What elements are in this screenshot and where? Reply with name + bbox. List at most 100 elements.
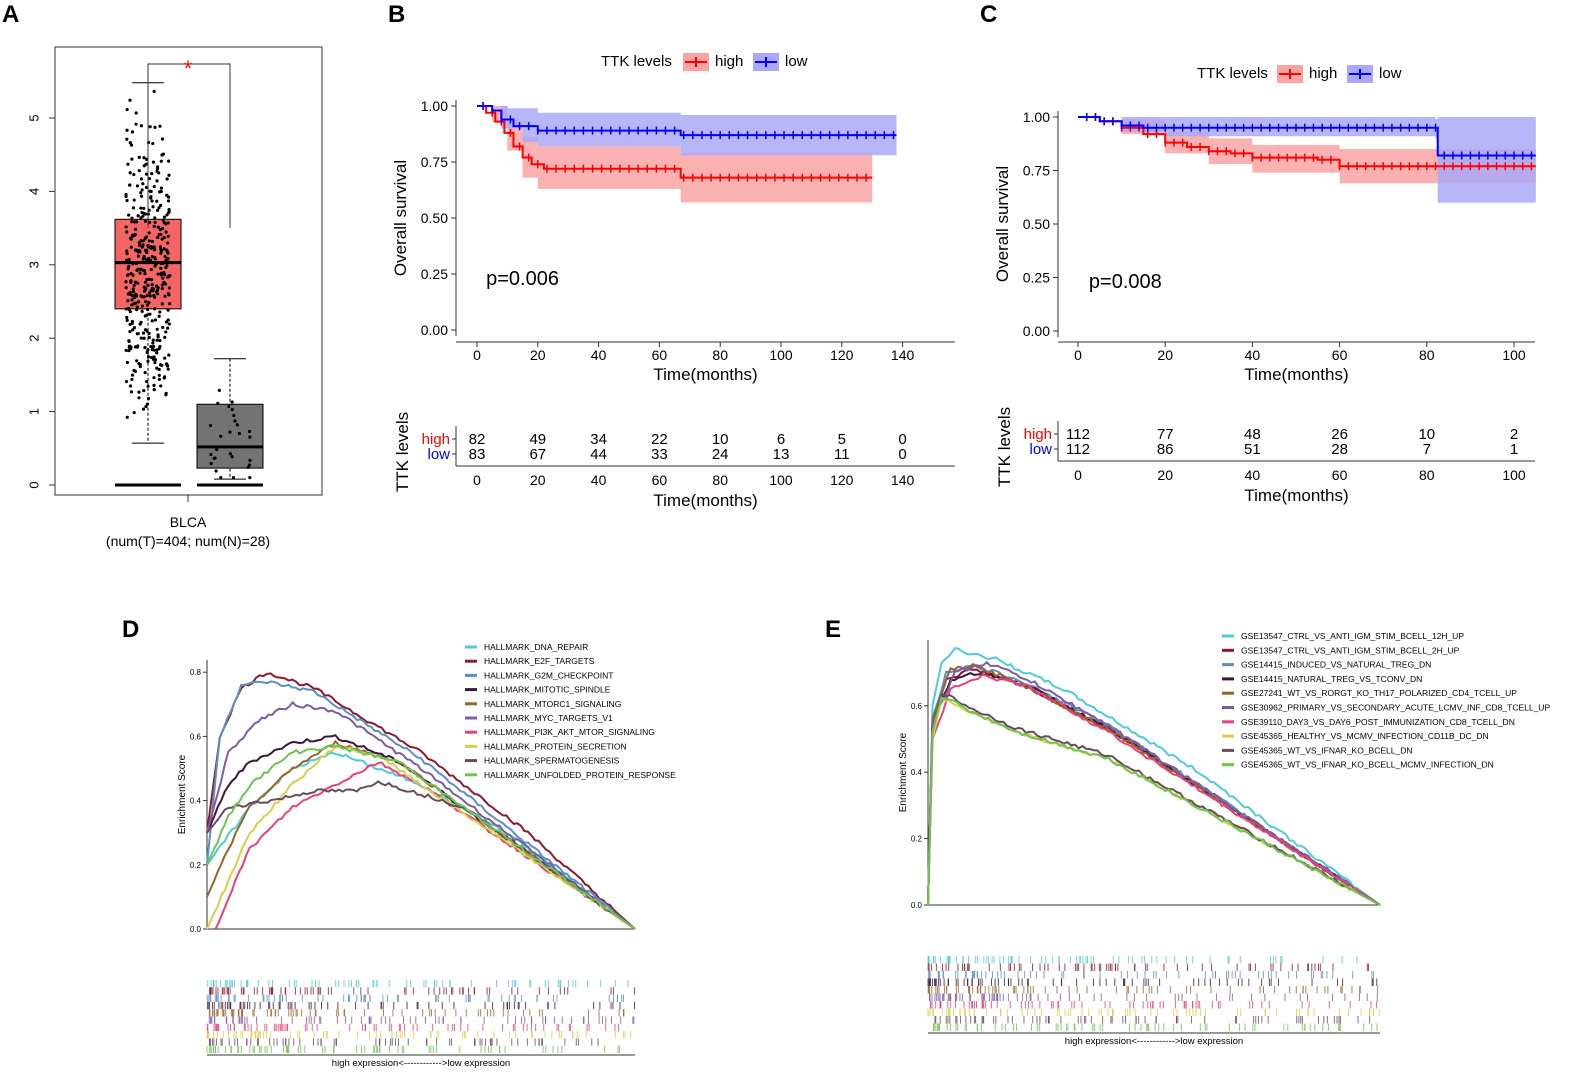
data-point xyxy=(230,400,234,404)
data-point xyxy=(214,469,218,473)
box-N xyxy=(196,403,264,469)
data-point xyxy=(140,309,144,313)
panel-label-d: D xyxy=(122,616,139,643)
x-category-label: BLCA xyxy=(170,514,207,530)
data-point xyxy=(140,304,144,308)
data-point xyxy=(129,279,133,283)
data-point xyxy=(148,125,152,129)
data-point xyxy=(125,107,129,112)
data-point xyxy=(134,111,138,115)
data-point xyxy=(140,188,144,192)
data-point xyxy=(147,239,151,243)
data-point xyxy=(153,125,157,129)
data-point xyxy=(158,363,163,367)
data-point xyxy=(144,162,148,166)
data-point xyxy=(216,401,220,405)
data-point xyxy=(127,306,131,311)
risk-count: 0 xyxy=(898,431,906,448)
data-point xyxy=(150,172,154,176)
data-point xyxy=(166,241,170,245)
survival-curve-low xyxy=(1078,116,1536,157)
data-point xyxy=(126,162,130,166)
data-point xyxy=(139,239,143,243)
data-point xyxy=(248,476,252,480)
data-point xyxy=(131,328,135,332)
risk-x-tick-label: 80 xyxy=(712,472,728,488)
x-axis-label: Time(months) xyxy=(653,365,757,384)
data-point xyxy=(145,350,149,354)
data-point xyxy=(155,348,159,352)
panel-e-gsea: 0.0 0.2 0.4 0.6 Enrichment Score GSE13547_CTR… xyxy=(898,631,1550,1047)
data-point xyxy=(163,356,167,360)
data-point xyxy=(146,355,151,359)
data-point xyxy=(134,122,138,126)
y-axis-label: Enrichment Score xyxy=(177,754,188,834)
data-point xyxy=(143,345,147,350)
data-point xyxy=(132,368,136,373)
panel-c-survival: TTK levels high low0.000.250.500.751.00Ove… xyxy=(993,65,1536,505)
panel-label-b: B xyxy=(388,1,405,28)
legend-title: TTK levels xyxy=(601,53,672,70)
x-axis-label: high expression<------------>low express… xyxy=(1065,1036,1243,1047)
data-point xyxy=(217,388,221,393)
significance-bracket xyxy=(147,63,231,228)
data-point xyxy=(146,283,150,288)
risk-count: 77 xyxy=(1157,426,1174,443)
data-point xyxy=(146,243,150,248)
data-point xyxy=(219,476,223,480)
data-point xyxy=(151,341,155,345)
data-point xyxy=(125,230,129,234)
data-point xyxy=(208,423,213,428)
data-point xyxy=(143,288,147,293)
data-point xyxy=(146,307,150,312)
data-point xyxy=(144,185,149,190)
risk-row-label-low: low xyxy=(427,446,450,463)
ci-band-low xyxy=(477,106,897,156)
es-curve xyxy=(927,696,1381,906)
data-point xyxy=(147,231,151,235)
x-tick-label: 40 xyxy=(591,347,607,363)
x-tick-label: 140 xyxy=(891,347,915,363)
data-point xyxy=(137,396,141,400)
data-point xyxy=(161,218,165,222)
data-point xyxy=(149,189,153,194)
data-point xyxy=(159,384,163,388)
risk-count: 28 xyxy=(1331,441,1348,458)
data-point xyxy=(233,419,237,423)
data-point xyxy=(151,345,155,349)
data-point xyxy=(129,271,133,276)
risk-count: 82 xyxy=(469,431,486,448)
data-point xyxy=(135,184,140,188)
risk-count: 26 xyxy=(1331,426,1348,443)
data-point xyxy=(166,308,170,312)
data-point xyxy=(155,338,159,342)
risk-count: 33 xyxy=(651,446,668,463)
data-point xyxy=(150,282,154,287)
data-point xyxy=(153,216,157,220)
data-point xyxy=(158,245,163,249)
data-point xyxy=(248,458,252,463)
data-point xyxy=(145,277,149,282)
y-tick-label: 0.25 xyxy=(1023,270,1050,286)
legend-label: GSE14415_INDUCED_VS_NATURAL_TREG_DN xyxy=(1241,660,1431,670)
data-point xyxy=(125,315,129,320)
data-point xyxy=(215,447,219,452)
y-tick-label: 0.75 xyxy=(421,154,448,170)
data-point xyxy=(213,456,217,460)
data-point xyxy=(136,344,140,348)
data-point xyxy=(127,348,131,353)
data-point xyxy=(159,266,163,270)
risk-count: 44 xyxy=(590,446,607,463)
y-tick-label: 3 xyxy=(26,261,41,268)
legend-label: HALLMARK_SPERMATOGENESIS xyxy=(484,756,620,766)
data-point xyxy=(219,434,223,438)
panel-a-boxplot: 0 1 2 3 4 5 * BLCA (num(T)=404; num(N)=28) xyxy=(26,46,323,549)
data-point xyxy=(142,256,146,260)
risk-x-tick-label: 0 xyxy=(1074,467,1082,483)
data-point xyxy=(159,232,163,237)
legend-label: GSE13547_CTRL_VS_ANTI_IGM_STIM_BCELL_12H… xyxy=(1241,631,1464,641)
data-point xyxy=(150,319,154,323)
y-tick-label: 0.8 xyxy=(190,668,202,677)
x-tick-label: 100 xyxy=(1502,347,1526,363)
y-tick-label: 0.4 xyxy=(190,797,202,806)
